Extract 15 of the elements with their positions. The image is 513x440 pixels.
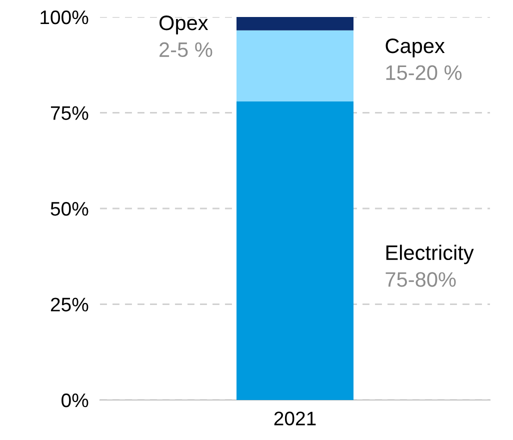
text: 15-20 % [386, 65, 462, 80]
y-tick-label: 100% [40, 10, 88, 24]
x-tick-label: 2021 [274, 412, 316, 426]
text: 75-80% [386, 272, 456, 287]
series-label: Capex [386, 38, 445, 58]
y-tick-label: 0% [62, 393, 88, 408]
series-label: Opex [159, 16, 208, 34]
bar [236, 101, 354, 400]
bar [236, 17, 354, 30]
y-tick-label: 25% [50, 298, 88, 312]
series-label: Electricity [386, 244, 474, 264]
bar [236, 30, 354, 102]
text: 2-5 % [160, 42, 212, 58]
y-tick-label: 50% [50, 202, 88, 216]
y-tick-label: 75% [50, 106, 88, 120]
